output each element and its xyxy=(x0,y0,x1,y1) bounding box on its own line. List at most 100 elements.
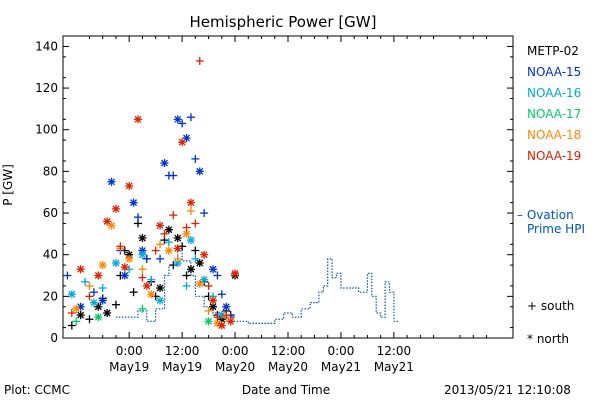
legend-entry: NOAA-15 xyxy=(527,65,581,79)
north-point xyxy=(231,269,240,278)
south-point xyxy=(138,273,147,282)
north-point xyxy=(204,317,213,326)
north-point xyxy=(98,261,107,270)
south-point xyxy=(89,288,98,297)
north-point xyxy=(138,250,147,259)
point-stroke xyxy=(99,297,107,304)
y-tick-label: 80 xyxy=(43,164,58,178)
south-point xyxy=(111,300,120,309)
point-stroke xyxy=(121,272,129,279)
north-point xyxy=(120,271,129,280)
south-point xyxy=(147,275,156,284)
point-stroke xyxy=(156,284,164,292)
north-point xyxy=(186,265,195,274)
south-point xyxy=(217,290,226,299)
south-point xyxy=(213,313,222,322)
south-point xyxy=(191,219,200,228)
north-point xyxy=(138,234,147,243)
south-point xyxy=(134,213,142,222)
point-stroke xyxy=(94,313,102,321)
point-stroke xyxy=(196,167,204,175)
south-point xyxy=(195,56,204,65)
south-point xyxy=(67,321,76,330)
y-axis-label: P [GW] xyxy=(1,164,15,206)
point-stroke xyxy=(187,265,195,273)
south-point xyxy=(186,113,195,122)
north-point xyxy=(173,259,182,268)
north-point xyxy=(94,271,103,280)
point-stroke xyxy=(130,199,138,207)
satellite-points xyxy=(63,56,240,330)
point-stroke xyxy=(94,272,102,279)
south-point xyxy=(200,209,209,218)
point-stroke xyxy=(209,265,217,273)
point-stroke xyxy=(68,290,76,298)
y-tick-label: 60 xyxy=(43,206,58,220)
x-tick-time-label: 0:00 xyxy=(327,344,354,358)
point-stroke xyxy=(103,217,111,225)
south-point xyxy=(191,254,200,263)
south-point xyxy=(156,254,165,263)
north-point xyxy=(186,198,195,207)
north-point xyxy=(156,284,165,293)
point-stroke xyxy=(103,309,111,317)
point-stroke xyxy=(161,159,168,167)
north-point xyxy=(164,225,173,234)
point-stroke xyxy=(112,205,120,213)
point-stroke xyxy=(178,138,186,146)
north-point xyxy=(209,296,217,305)
point-stroke xyxy=(156,297,164,304)
point-stroke xyxy=(134,115,142,123)
point-stroke xyxy=(108,222,115,229)
north-point xyxy=(209,302,217,311)
south-point xyxy=(178,119,187,128)
south-point xyxy=(173,254,182,263)
south-point xyxy=(169,211,178,220)
point-stroke xyxy=(174,259,182,267)
point-stroke xyxy=(108,178,115,186)
point-stroke xyxy=(205,317,213,325)
y-tick-label: 0 xyxy=(50,331,58,345)
north-point xyxy=(129,198,138,207)
south-point xyxy=(182,281,191,290)
south-point xyxy=(204,306,213,315)
south-point xyxy=(182,271,191,280)
south-point xyxy=(182,223,191,232)
north-point xyxy=(111,204,120,213)
south-point xyxy=(222,311,231,320)
south-point xyxy=(81,277,90,286)
legend-entry: NOAA-19 xyxy=(527,149,581,163)
x-tick-date-label: May21 xyxy=(321,360,361,374)
point-stroke xyxy=(94,303,102,311)
north-point xyxy=(173,234,182,243)
chart-title: Hemispheric Power [GW] xyxy=(190,13,377,31)
south-marker-label: south xyxy=(540,299,575,313)
north-point xyxy=(173,115,182,124)
south-point xyxy=(156,240,165,249)
y-tick-label: 20 xyxy=(43,289,58,303)
north-point xyxy=(173,244,182,253)
point-stroke xyxy=(209,303,217,311)
point-stroke xyxy=(77,265,85,273)
north-point xyxy=(76,265,85,274)
point-stroke xyxy=(112,259,120,267)
point-stroke xyxy=(99,261,107,269)
north-marker-label: north xyxy=(536,332,570,346)
point-stroke xyxy=(183,230,190,238)
south-point xyxy=(186,206,195,215)
point-stroke xyxy=(231,269,239,277)
north-point xyxy=(226,317,235,326)
point-stroke xyxy=(174,115,182,123)
x-tick-date-label: May20 xyxy=(268,360,308,374)
x-tick-time-label: 0:00 xyxy=(222,344,249,358)
point-stroke xyxy=(125,255,133,263)
point-stroke xyxy=(143,282,151,290)
north-point xyxy=(156,221,165,230)
south-point xyxy=(142,254,151,263)
north-point xyxy=(200,250,209,259)
south-point xyxy=(129,288,138,297)
north-point xyxy=(134,115,142,124)
south-point xyxy=(169,171,178,180)
timestamp: 2013/05/21 12:10:08 xyxy=(444,383,571,397)
point-stroke xyxy=(174,234,182,242)
